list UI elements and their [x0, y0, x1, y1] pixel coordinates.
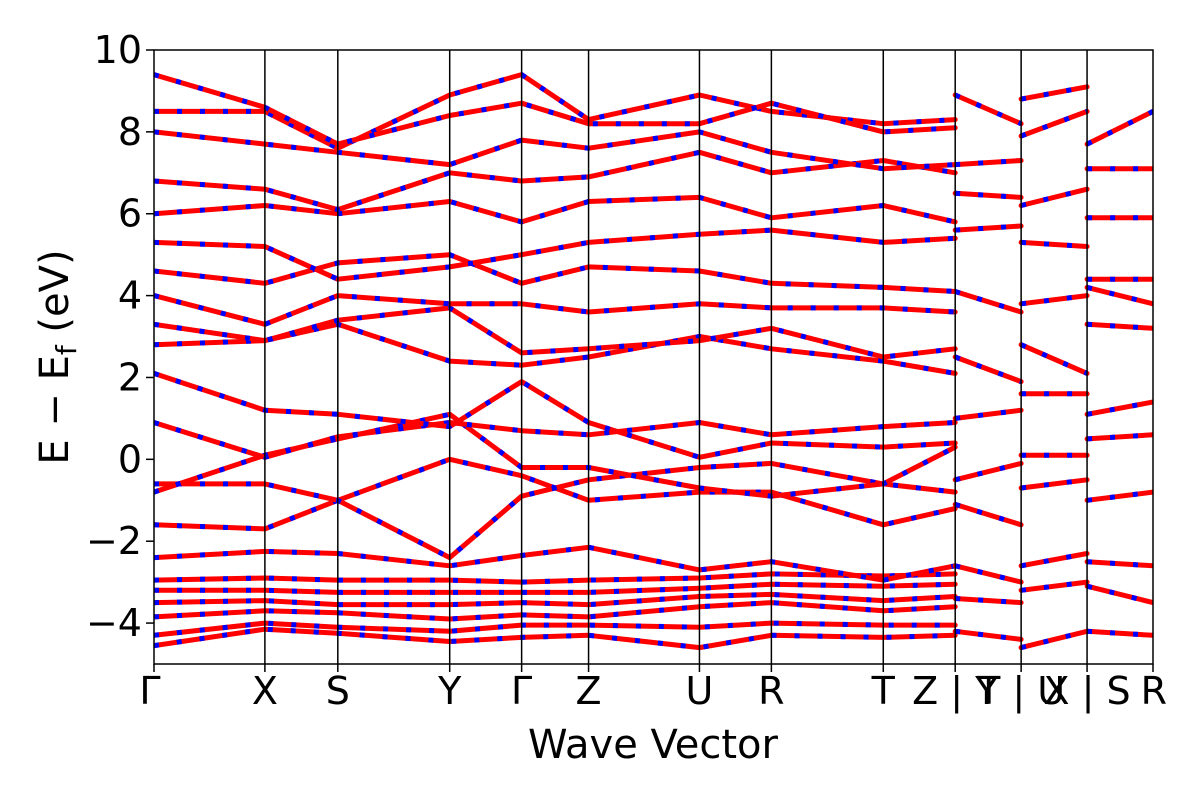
- band-55-red: [1084, 559, 1153, 569]
- band-0-red: [154, 626, 958, 651]
- band-37-red: [1018, 239, 1090, 249]
- band-46-red: [1084, 108, 1153, 147]
- y-tick-label-5: 6: [118, 192, 142, 236]
- band-54-red: [1084, 489, 1153, 503]
- x-tick-label-4: Γ: [511, 669, 532, 713]
- y-tick-label-6: 8: [118, 110, 142, 154]
- x-tick-label-12: R: [1141, 669, 1167, 713]
- y-tick-label-3: 2: [118, 355, 142, 399]
- band-31-red: [952, 563, 1024, 585]
- band-15-red: [154, 252, 958, 294]
- y-tick-label-1: −2: [86, 519, 142, 563]
- band-11-red: [154, 370, 958, 460]
- band-2-red: [154, 600, 958, 622]
- x-tick-label-6: U: [686, 669, 714, 713]
- band-13-blue: [154, 305, 956, 360]
- band-14-red: [154, 293, 958, 327]
- band-38-red: [1018, 293, 1090, 307]
- band-30-red: [952, 501, 1024, 528]
- band-16-blue: [154, 227, 956, 282]
- band-35-red: [1018, 108, 1090, 139]
- band-27-red: [952, 354, 1024, 385]
- band-1-red: [154, 620, 958, 638]
- band-16-red: [154, 227, 958, 282]
- band-44-red: [1018, 579, 1090, 593]
- band-45-red: [1018, 628, 1090, 651]
- y-axis-label: E − Ef (eV): [32, 249, 83, 464]
- band-36-red: [1018, 186, 1090, 208]
- y-axis-label-main: E − E: [32, 355, 78, 465]
- band-53-red: [1084, 432, 1153, 442]
- band-19-blue: [154, 129, 956, 172]
- y-tick-label-7: 10: [94, 28, 142, 72]
- x-tick-label-1: X: [252, 669, 278, 713]
- band-10-red: [154, 420, 958, 460]
- band-57-red: [1084, 628, 1153, 638]
- y-tick-label-2: 0: [118, 437, 142, 481]
- band-52-red: [1084, 399, 1153, 417]
- y-tick-label-4: 4: [118, 274, 142, 318]
- band-29-red: [952, 460, 1024, 483]
- band-22-red: [952, 92, 1024, 127]
- y-axis-ticks: −4 −2 0 2 4 6 8 10: [86, 28, 154, 645]
- y-axis-label-unit: (eV): [32, 249, 78, 345]
- band-34-red: [1018, 84, 1090, 102]
- x-tick-label-0: Γ: [139, 669, 160, 713]
- band-24-red: [952, 190, 1024, 200]
- high-symmetry-lines: [264, 50, 1088, 664]
- band-17-red: [154, 194, 958, 225]
- band-32-red: [952, 596, 1024, 606]
- x-tick-label-11: X | S: [1044, 669, 1131, 714]
- x-tick-label-8: T: [871, 669, 896, 713]
- band-8-blue: [154, 460, 956, 561]
- band-4-red: [154, 581, 958, 595]
- x-tick-label-5: Z: [576, 669, 602, 713]
- band-26-red: [952, 289, 1024, 315]
- y-axis-label-subscript: f: [50, 344, 83, 355]
- band-51-red: [1084, 321, 1153, 331]
- band-21-red: [154, 72, 958, 147]
- band-33-red: [952, 628, 1024, 642]
- band-42-red: [1018, 477, 1090, 491]
- x-tick-label-7: R: [758, 669, 784, 713]
- band-25-red: [952, 223, 1024, 233]
- band-39-red: [1018, 342, 1090, 376]
- bands-layer: [154, 71, 1153, 651]
- x-tick-label-9: Z | Y: [912, 669, 999, 714]
- y-tick-label-0: −4: [86, 601, 142, 645]
- x-tick-label-10: T | U: [976, 669, 1065, 714]
- band-23-red: [952, 158, 1024, 168]
- x-tick-label-2: S: [326, 669, 350, 713]
- band-18-red: [154, 149, 958, 213]
- band-56-red: [1084, 583, 1153, 606]
- x-axis-label: Wave Vector: [528, 722, 779, 768]
- band-50-red: [1084, 284, 1153, 307]
- x-tick-label-3: Y: [437, 669, 462, 713]
- band-3-red: [154, 591, 958, 608]
- band-5-red: [154, 571, 958, 585]
- band-6-red: [154, 544, 958, 583]
- plot-frame: [153, 49, 1154, 665]
- band-28-red: [952, 407, 1024, 421]
- band-19-red: [154, 129, 958, 172]
- band-43-red: [1018, 551, 1090, 569]
